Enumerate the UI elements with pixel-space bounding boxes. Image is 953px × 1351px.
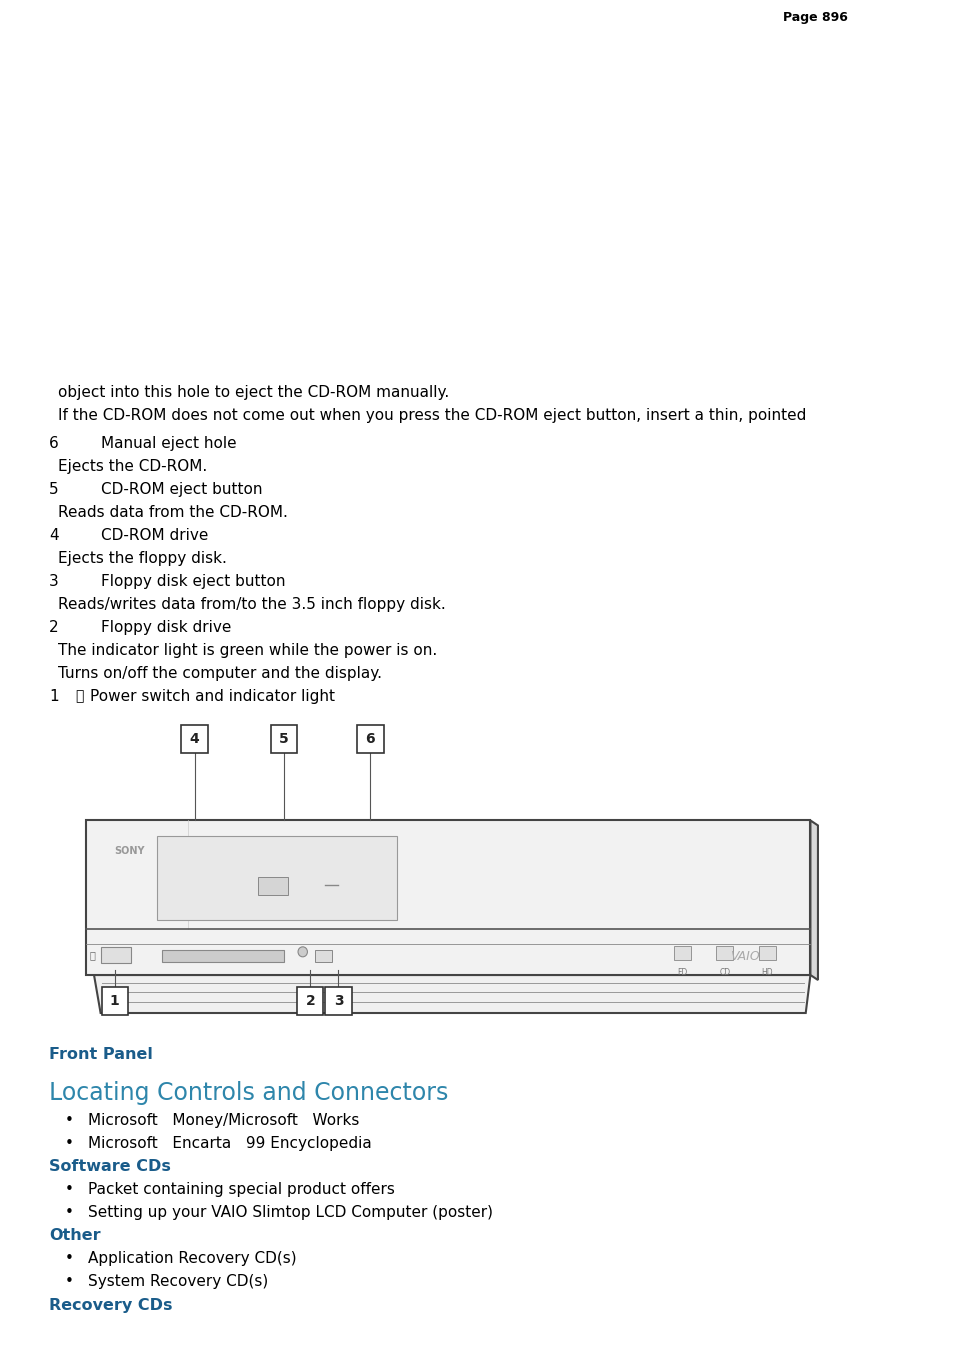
Text: ⏻: ⏻ — [75, 689, 84, 703]
Text: CD: CD — [719, 969, 730, 977]
Text: Floppy disk drive: Floppy disk drive — [100, 620, 231, 635]
Text: Setting up your VAIO Slimtop LCD Computer (poster): Setting up your VAIO Slimtop LCD Compute… — [89, 1205, 493, 1220]
Bar — [674, 946, 690, 961]
Bar — [181, 724, 208, 753]
Bar — [101, 988, 128, 1015]
Text: 4: 4 — [49, 528, 58, 543]
Text: FD: FD — [677, 969, 687, 977]
Text: If the CD-ROM does not come out when you press the CD-ROM eject button, insert a: If the CD-ROM does not come out when you… — [58, 408, 806, 423]
Text: •: • — [65, 1251, 74, 1266]
Text: 2: 2 — [305, 994, 314, 1008]
Polygon shape — [94, 975, 810, 1013]
Text: 4: 4 — [190, 732, 199, 746]
Text: Ejects the floppy disk.: Ejects the floppy disk. — [58, 551, 227, 566]
Text: SONY: SONY — [114, 846, 145, 857]
Text: VAIO: VAIO — [729, 950, 759, 963]
Bar — [162, 950, 284, 962]
Bar — [157, 836, 396, 920]
Text: CD-ROM eject button: CD-ROM eject button — [100, 482, 262, 497]
Text: Packet containing special product offers: Packet containing special product offers — [89, 1182, 395, 1197]
Bar — [296, 988, 323, 1015]
Text: 2: 2 — [49, 620, 58, 635]
Text: Manual eject hole: Manual eject hole — [100, 436, 236, 451]
Text: Page 896: Page 896 — [782, 11, 847, 24]
Text: Floppy disk eject button: Floppy disk eject button — [100, 574, 285, 589]
Text: Reads data from the CD-ROM.: Reads data from the CD-ROM. — [58, 505, 288, 520]
Text: 1: 1 — [49, 689, 58, 704]
Text: Application Recovery CD(s): Application Recovery CD(s) — [89, 1251, 296, 1266]
Text: •: • — [65, 1274, 74, 1289]
Text: 5: 5 — [279, 732, 289, 746]
Text: object into this hole to eject the CD-ROM manually.: object into this hole to eject the CD-RO… — [58, 385, 449, 400]
Circle shape — [297, 947, 307, 957]
Text: Microsoft   Encarta   99 Encyclopedia: Microsoft Encarta 99 Encyclopedia — [89, 1136, 372, 1151]
Bar — [87, 820, 810, 975]
Text: Microsoft   Money/Microsoft   Works: Microsoft Money/Microsoft Works — [89, 1113, 359, 1128]
Text: •: • — [65, 1113, 74, 1128]
Text: Software CDs: Software CDs — [49, 1159, 171, 1174]
Text: 3: 3 — [49, 574, 58, 589]
Text: •: • — [65, 1205, 74, 1220]
Text: Recovery CDs: Recovery CDs — [49, 1298, 172, 1313]
Text: 6: 6 — [49, 436, 58, 451]
Bar — [314, 950, 332, 962]
Text: 3: 3 — [334, 994, 343, 1008]
Text: •: • — [65, 1182, 74, 1197]
Text: Locating Controls and Connectors: Locating Controls and Connectors — [49, 1081, 448, 1105]
Bar — [758, 946, 775, 961]
Text: ⏻: ⏻ — [89, 950, 95, 961]
Text: Ejects the CD-ROM.: Ejects the CD-ROM. — [58, 459, 208, 474]
Text: Power switch and indicator light: Power switch and indicator light — [91, 689, 335, 704]
Bar — [325, 988, 352, 1015]
Text: Reads/writes data from/to the 3.5 inch floppy disk.: Reads/writes data from/to the 3.5 inch f… — [58, 597, 446, 612]
Text: CD-ROM drive: CD-ROM drive — [100, 528, 208, 543]
Polygon shape — [810, 820, 817, 979]
Text: HD: HD — [760, 969, 772, 977]
Bar — [271, 724, 296, 753]
Text: 5: 5 — [49, 482, 58, 497]
Bar — [356, 724, 383, 753]
Text: The indicator light is green while the power is on.: The indicator light is green while the p… — [58, 643, 437, 658]
Bar — [100, 947, 131, 963]
Text: System Recovery CD(s): System Recovery CD(s) — [89, 1274, 269, 1289]
Text: Front Panel: Front Panel — [49, 1047, 152, 1062]
Text: •: • — [65, 1136, 74, 1151]
Bar — [257, 877, 288, 894]
Text: Turns on/off the computer and the display.: Turns on/off the computer and the displa… — [58, 666, 382, 681]
Bar — [716, 946, 733, 961]
Text: 6: 6 — [365, 732, 375, 746]
Text: 1: 1 — [110, 994, 119, 1008]
Text: Other: Other — [49, 1228, 100, 1243]
